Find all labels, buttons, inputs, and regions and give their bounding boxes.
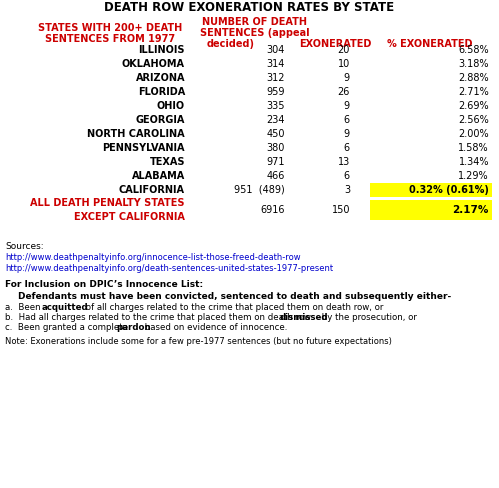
Text: ALL DEATH PENALTY STATES: ALL DEATH PENALTY STATES	[30, 198, 185, 208]
Text: FLORIDA: FLORIDA	[138, 87, 185, 97]
Text: 150: 150	[331, 205, 350, 215]
Text: 959: 959	[266, 87, 285, 97]
Text: 26: 26	[338, 87, 350, 97]
Text: 312: 312	[266, 73, 285, 83]
Text: 304: 304	[266, 45, 285, 55]
Text: TEXAS: TEXAS	[150, 157, 185, 167]
Text: EXONERATED: EXONERATED	[299, 39, 371, 49]
Text: c.  Been granted a complete: c. Been granted a complete	[5, 323, 131, 332]
Text: http://www.deathpenaltyinfo.org/innocence-list-those-freed-death-row: http://www.deathpenaltyinfo.org/innocenc…	[5, 253, 300, 262]
Bar	[370, 200, 492, 220]
Text: GEORGIA: GEORGIA	[136, 115, 185, 125]
Text: 6.58%: 6.58%	[459, 45, 489, 55]
Text: 2.88%: 2.88%	[459, 73, 489, 83]
Text: SENTENCES FROM 1977: SENTENCES FROM 1977	[45, 34, 175, 44]
Text: 951  (489): 951 (489)	[234, 185, 285, 195]
Text: acquitted: acquitted	[42, 303, 89, 312]
Text: % EXONERATED: % EXONERATED	[387, 39, 473, 49]
Text: 1.34%: 1.34%	[459, 157, 489, 167]
Text: EXCEPT CALIFORNIA: EXCEPT CALIFORNIA	[74, 212, 185, 222]
Text: ILLINOIS: ILLINOIS	[139, 45, 185, 55]
Text: 13: 13	[338, 157, 350, 167]
Text: 971: 971	[266, 157, 285, 167]
Text: 1.58%: 1.58%	[459, 143, 489, 153]
Text: http://www.deathpenaltyinfo.org/death-sentences-united-states-1977-present: http://www.deathpenaltyinfo.org/death-se…	[5, 264, 333, 273]
Text: CALIFORNIA: CALIFORNIA	[119, 185, 185, 195]
Text: NORTH CAROLINA: NORTH CAROLINA	[87, 129, 185, 139]
Text: SENTENCES (appeal: SENTENCES (appeal	[200, 28, 310, 38]
Bar	[370, 183, 492, 197]
Text: 6: 6	[344, 115, 350, 125]
Text: For Inclusion on DPIC’s Innocence List:: For Inclusion on DPIC’s Innocence List:	[5, 280, 203, 289]
Text: 0.32% (0.61%): 0.32% (0.61%)	[409, 185, 489, 195]
Text: Note: Exonerations include some for a few pre-1977 sentences (but no future expe: Note: Exonerations include some for a fe…	[5, 337, 392, 346]
Text: decided): decided)	[207, 39, 255, 49]
Text: 10: 10	[338, 59, 350, 69]
Text: 6: 6	[344, 143, 350, 153]
Text: 2.71%: 2.71%	[458, 87, 489, 97]
Text: Sources:: Sources:	[5, 242, 43, 251]
Text: b.  Had all charges related to the crime that placed them on death row: b. Had all charges related to the crime …	[5, 313, 314, 322]
Text: 2.69%: 2.69%	[459, 101, 489, 111]
Text: DEATH ROW EXONERATION RATES BY STATE: DEATH ROW EXONERATION RATES BY STATE	[104, 1, 394, 14]
Text: of all charges related to the crime that placed them on death row, or: of all charges related to the crime that…	[83, 303, 383, 312]
Text: 9: 9	[344, 73, 350, 83]
Text: 2.56%: 2.56%	[458, 115, 489, 125]
Text: based on evidence of innocence.: based on evidence of innocence.	[142, 323, 287, 332]
Text: 1.29%: 1.29%	[459, 171, 489, 181]
Text: ARIZONA: ARIZONA	[136, 73, 185, 83]
Text: ALABAMA: ALABAMA	[132, 171, 185, 181]
Text: 234: 234	[266, 115, 285, 125]
Text: 380: 380	[266, 143, 285, 153]
Text: 6: 6	[344, 171, 350, 181]
Text: pardon: pardon	[116, 323, 151, 332]
Text: 466: 466	[266, 171, 285, 181]
Text: a.  Been: a. Been	[5, 303, 43, 312]
Text: 9: 9	[344, 101, 350, 111]
Text: Defendants must have been convicted, sentenced to death and subsequently either-: Defendants must have been convicted, sen…	[18, 292, 451, 301]
Text: 335: 335	[266, 101, 285, 111]
Text: OKLAHOMA: OKLAHOMA	[122, 59, 185, 69]
Text: 2.00%: 2.00%	[459, 129, 489, 139]
Text: 450: 450	[266, 129, 285, 139]
Text: PENNSYLVANIA: PENNSYLVANIA	[102, 143, 185, 153]
Text: 9: 9	[344, 129, 350, 139]
Text: 2.17%: 2.17%	[453, 205, 489, 215]
Text: 20: 20	[338, 45, 350, 55]
Text: NUMBER OF DEATH: NUMBER OF DEATH	[203, 17, 307, 27]
Text: STATES WITH 200+ DEATH: STATES WITH 200+ DEATH	[38, 23, 182, 33]
Text: 314: 314	[266, 59, 285, 69]
Text: by the prosecution, or: by the prosecution, or	[319, 313, 417, 322]
Text: 3.18%: 3.18%	[459, 59, 489, 69]
Text: OHIO: OHIO	[157, 101, 185, 111]
Text: dismissed: dismissed	[280, 313, 328, 322]
Text: 3: 3	[344, 185, 350, 195]
Text: 6916: 6916	[260, 205, 285, 215]
